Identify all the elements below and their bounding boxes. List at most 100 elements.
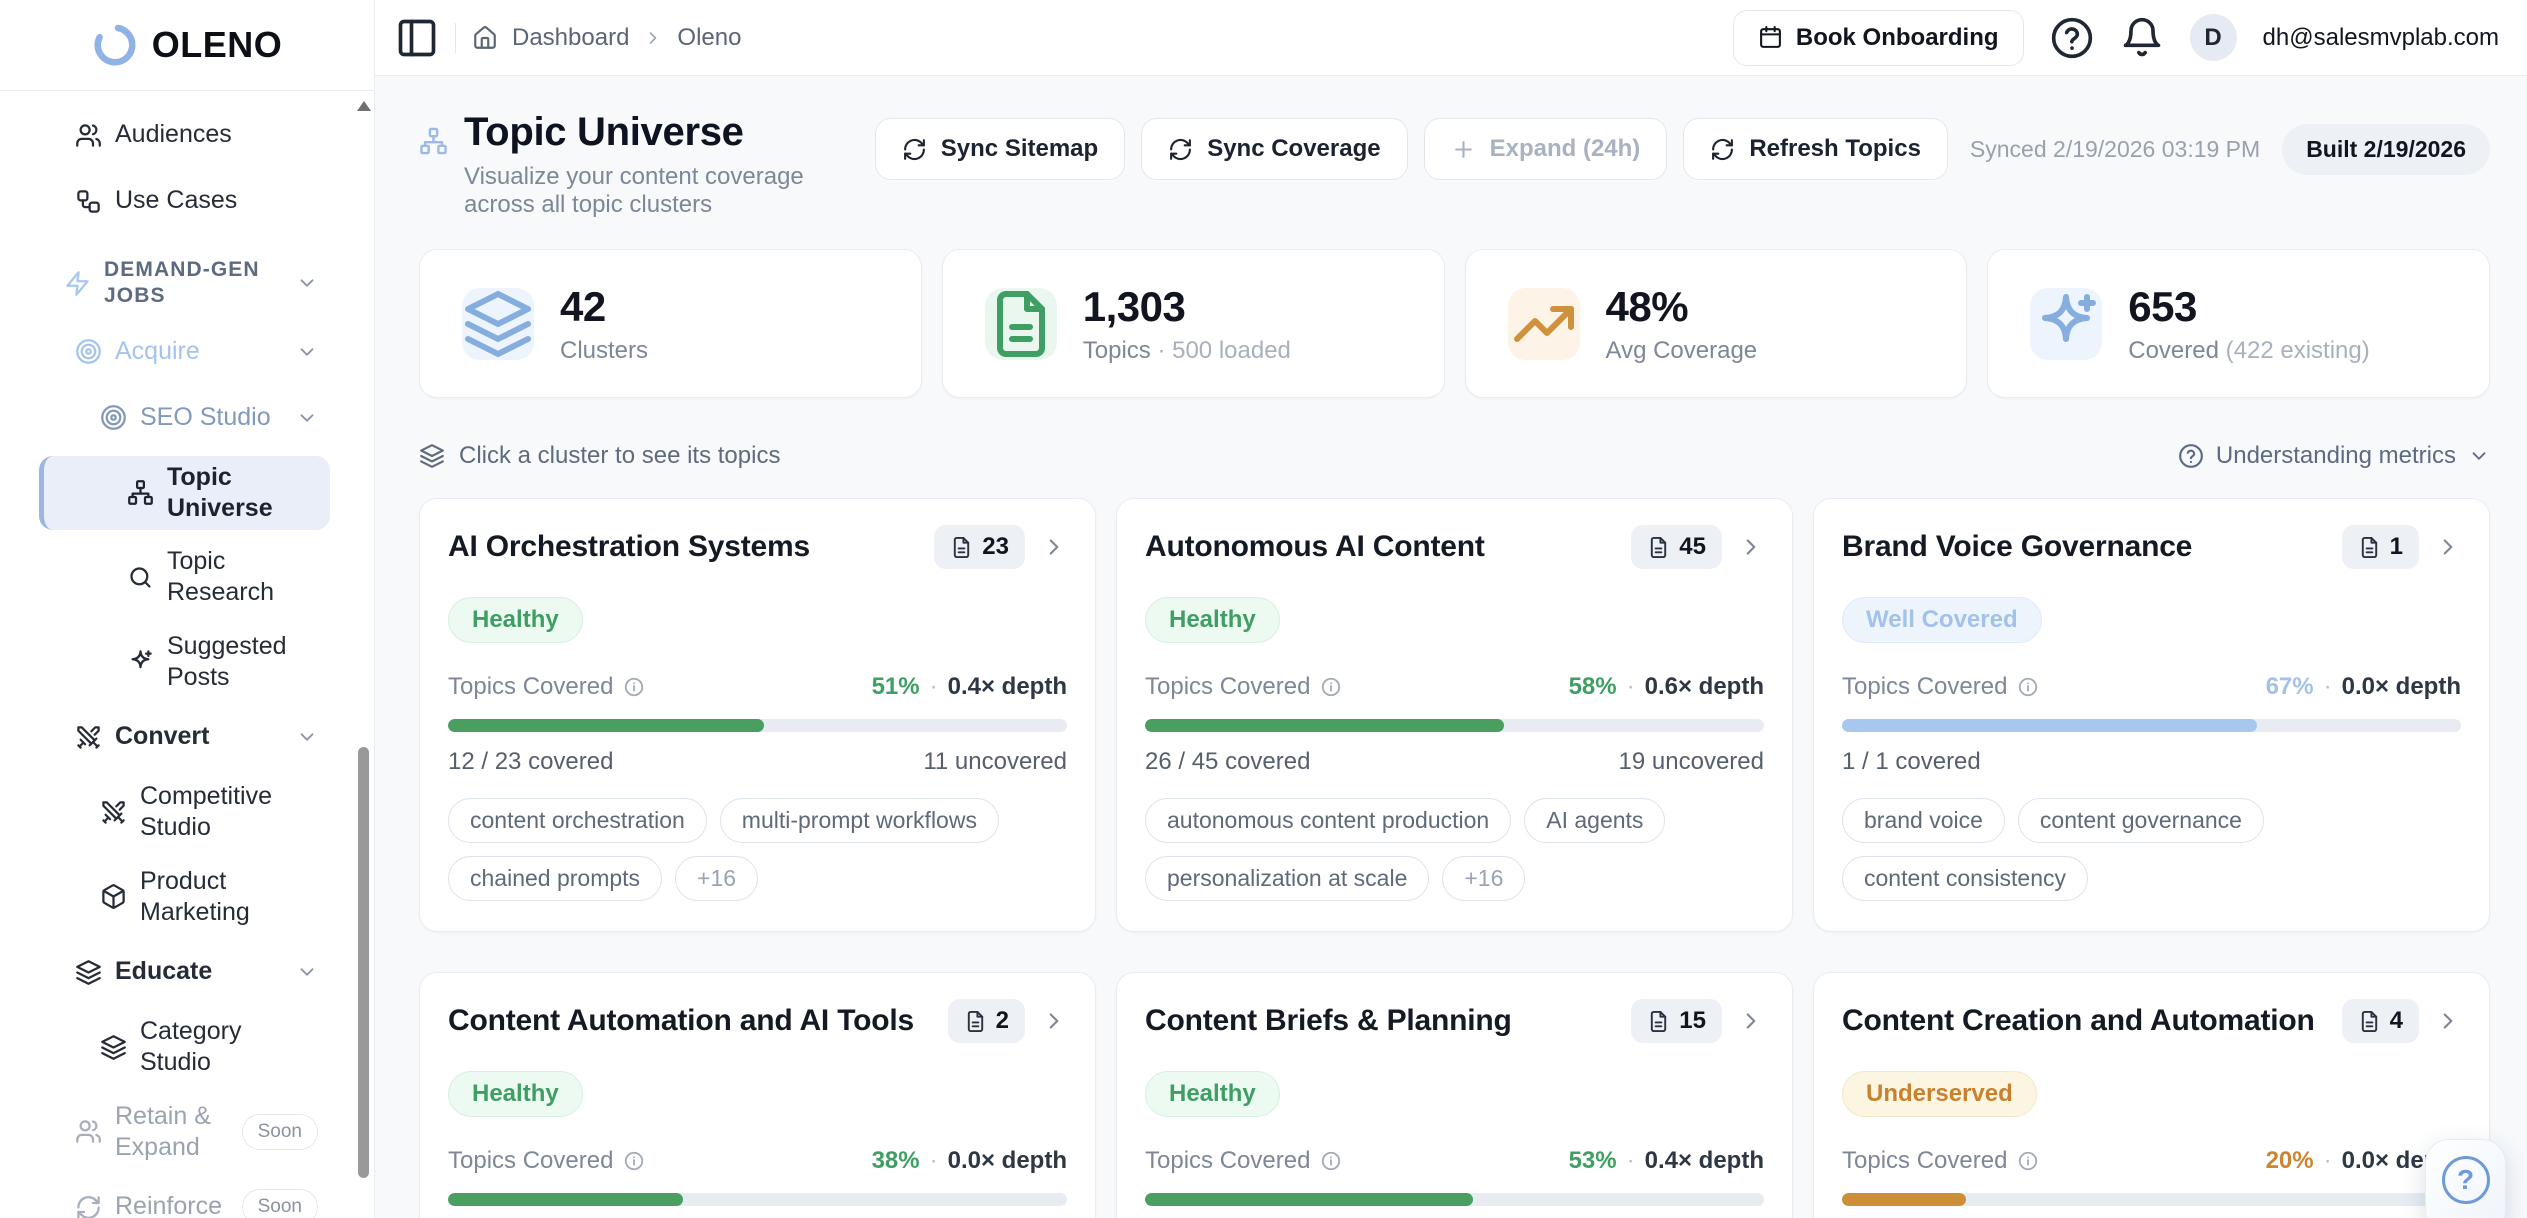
sidebar-scrollbar[interactable] — [354, 91, 373, 1218]
page-subtitle: Visualize your content coverage across a… — [464, 163, 875, 219]
breadcrumb-item-oleno[interactable]: Oleno — [677, 24, 741, 52]
refresh-topics-button[interactable]: Refresh Topics — [1683, 118, 1948, 180]
refresh-icon — [75, 1194, 102, 1218]
users-icon — [75, 122, 102, 149]
target-icon — [75, 338, 102, 365]
covered-count: 26 / 45 covered — [1145, 748, 1310, 776]
status-badge: Healthy — [1145, 1071, 1280, 1117]
layers-icon — [75, 959, 102, 986]
chevron-right-icon[interactable] — [2435, 534, 2461, 560]
scroll-up-icon[interactable] — [357, 101, 371, 111]
help-circle-icon — [2050, 16, 2094, 60]
status-badge: Healthy — [448, 1071, 583, 1117]
built-badge: Built 2/19/2026 — [2282, 124, 2490, 175]
sidebar-item-audiences[interactable]: Audiences — [39, 107, 330, 163]
soon-badge: Soon — [242, 1114, 318, 1150]
chevron-right-icon[interactable] — [1738, 1008, 1764, 1034]
sync-coverage-label: Sync Coverage — [1207, 135, 1380, 163]
breadcrumb-item-dashboard[interactable]: Dashboard — [512, 24, 629, 52]
sidebar-item-label: Reinforce — [115, 1191, 229, 1218]
cluster-card-content-automation-and-ai-tools[interactable]: Content Automation and AI Tools2HealthyT… — [419, 972, 1096, 1218]
covered-count: 1 / 1 covered — [1842, 748, 1981, 776]
cluster-count: 45 — [1679, 533, 1706, 561]
tag: content consistency — [1842, 856, 2088, 901]
sidebar-item-topic-research[interactable]: Topic Research — [39, 540, 330, 615]
help-fab[interactable]: ? — [2425, 1139, 2506, 1218]
sync-sitemap-button[interactable]: Sync Sitemap — [875, 118, 1125, 180]
cluster-count-badge: 1 — [2342, 525, 2419, 569]
notifications-button[interactable] — [2120, 16, 2164, 60]
layers-icon — [100, 1034, 127, 1061]
chevron-right-icon[interactable] — [2435, 1008, 2461, 1034]
topics-covered-label: Topics Covered — [448, 1147, 613, 1175]
sidebar-item-competitive-studio[interactable]: Competitive Studio — [39, 775, 330, 850]
layers-icon — [419, 443, 445, 469]
sidebar-item-label: Category Studio — [140, 1016, 318, 1079]
cluster-title: Content Briefs & Planning — [1145, 1004, 1631, 1038]
cluster-card-ai-orchestration-systems[interactable]: AI Orchestration Systems23HealthyTopics … — [419, 498, 1096, 932]
sidebar-item-topic-universe[interactable]: Topic Universe — [39, 456, 330, 531]
cluster-count: 23 — [982, 533, 1009, 561]
sidebar-toggle-button[interactable] — [395, 16, 439, 60]
stats-row: 42Clusters 1,303Topics · 500 loaded48%Av… — [419, 249, 2490, 398]
understanding-metrics-toggle[interactable]: Understanding metrics — [2178, 442, 2490, 470]
main-area: Dashboard Oleno Book Onboarding D dh@sal… — [375, 0, 2527, 1218]
chevron-right-icon[interactable] — [1041, 1008, 1067, 1034]
network-icon — [419, 120, 448, 162]
brand-name: OLENO — [152, 24, 283, 66]
info-icon[interactable] — [623, 676, 645, 698]
sidebar-item-acquire[interactable]: Acquire — [39, 324, 330, 380]
tag-list: content orchestrationmulti-prompt workfl… — [448, 798, 1067, 901]
cluster-count: 2 — [996, 1007, 1009, 1035]
progress-fill — [448, 1193, 683, 1206]
refresh-icon — [1168, 137, 1193, 162]
refresh-topics-label: Refresh Topics — [1749, 135, 1921, 163]
sidebar-item-suggested-posts[interactable]: Suggested Posts — [39, 625, 330, 700]
expand-button[interactable]: Expand (24h) — [1424, 118, 1668, 180]
tag: content governance — [2018, 798, 2264, 843]
brand-logo[interactable]: OLENO — [0, 0, 374, 91]
sidebar-item-category-studio[interactable]: Category Studio — [39, 1010, 330, 1085]
sidebar-item-product-marketing[interactable]: Product Marketing — [39, 860, 330, 935]
sidebar-item-label: Educate — [115, 956, 283, 987]
sidebar-item-convert[interactable]: Convert — [39, 709, 330, 765]
progress-fill — [1145, 719, 1504, 732]
help-button[interactable] — [2050, 16, 2094, 60]
sidebar-item-seo-studio[interactable]: SEO Studio — [39, 390, 330, 446]
cluster-card-content-briefs-planning[interactable]: Content Briefs & Planning15HealthyTopics… — [1116, 972, 1793, 1218]
progress-fill — [1842, 719, 2257, 732]
info-icon[interactable] — [1320, 676, 1342, 698]
topics-covered-label: Topics Covered — [1842, 1147, 2007, 1175]
progress-bar — [1842, 719, 2461, 732]
layers-icon — [462, 288, 534, 360]
info-icon[interactable] — [2017, 1150, 2039, 1172]
info-icon[interactable] — [2017, 676, 2039, 698]
book-onboarding-button[interactable]: Book Onboarding — [1733, 10, 2024, 66]
sync-coverage-button[interactable]: Sync Coverage — [1141, 118, 1407, 180]
status-badge: Well Covered — [1842, 597, 2042, 643]
info-icon[interactable] — [1320, 1150, 1342, 1172]
cluster-card-brand-voice-governance[interactable]: Brand Voice Governance1Well CoveredTopic… — [1813, 498, 2490, 932]
avatar[interactable]: D — [2190, 14, 2237, 61]
clusters-hint: Click a cluster to see its topics — [459, 442, 780, 470]
cluster-title: Content Creation and Automation — [1842, 1004, 2342, 1038]
sidebar-item-educate[interactable]: Educate — [39, 944, 330, 1000]
stat-suffix: · 500 loaded — [1157, 337, 1290, 364]
chevron-right-icon[interactable] — [1738, 534, 1764, 560]
sidebar-item-use-cases[interactable]: Use Cases — [39, 173, 330, 229]
chevron-right-icon[interactable] — [1041, 534, 1067, 560]
page-header: Topic Universe Visualize your content co… — [419, 110, 2490, 219]
book-onboarding-label: Book Onboarding — [1796, 24, 1999, 52]
coverage-depth: 0.4× depth — [948, 673, 1067, 701]
cluster-card-content-creation-and-automation[interactable]: Content Creation and Automation4Underser… — [1813, 972, 2490, 1218]
sparkles-icon — [2030, 288, 2102, 360]
sidebar-item-demand-gen-jobs[interactable]: DEMAND-GEN JOBS — [39, 251, 330, 316]
target-icon — [100, 404, 127, 431]
info-icon[interactable] — [623, 1150, 645, 1172]
cluster-count: 1 — [2390, 533, 2403, 561]
scrollbar-thumb[interactable] — [358, 747, 369, 1178]
tag-list: autonomous content productionAI agentspe… — [1145, 798, 1764, 901]
stat-value: 48% — [1606, 283, 1758, 331]
cluster-card-autonomous-ai-content[interactable]: Autonomous AI Content45HealthyTopics Cov… — [1116, 498, 1793, 932]
progress-fill — [1842, 1193, 1966, 1206]
